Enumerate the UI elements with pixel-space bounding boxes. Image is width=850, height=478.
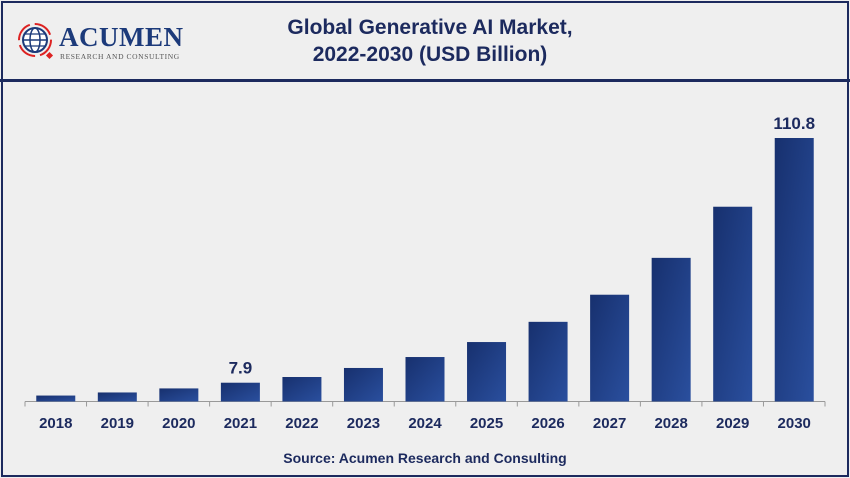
x-tick-label: 2030 — [778, 415, 811, 432]
bar-2029 — [713, 206, 753, 402]
bar-2018 — [36, 395, 76, 402]
x-tick-label: 2019 — [101, 415, 134, 432]
x-tick-label: 2025 — [470, 415, 503, 432]
chart-title-line-2: 2022-2030 (USD Billion) — [312, 43, 548, 66]
x-tick-label: 2029 — [716, 415, 749, 432]
bar-2021 — [220, 382, 260, 402]
bar-2025 — [467, 342, 507, 402]
bar-2030 — [774, 138, 814, 402]
bar-2027 — [590, 294, 630, 402]
x-tick-label: 2023 — [347, 415, 380, 432]
bar-2022 — [282, 377, 322, 402]
globe-icon — [18, 23, 54, 60]
x-tick-label: 2020 — [162, 415, 195, 432]
header-divider — [0, 79, 850, 82]
acumen-logo: ACUMEN RESEARCH AND CONSULTING — [16, 20, 186, 61]
data-label-2030: 110.8 — [773, 114, 815, 133]
bar-2028 — [651, 257, 691, 402]
x-tick-label: 2028 — [654, 415, 687, 432]
bar-2024 — [405, 357, 445, 402]
chart-source: Source: Acumen Research and Consulting — [283, 450, 567, 466]
logo-brand: ACUMEN — [59, 22, 184, 52]
data-label-2021: 7.9 — [229, 359, 253, 378]
x-tick-label: 2024 — [408, 415, 442, 432]
x-tick-label: 2027 — [593, 415, 626, 432]
bar-2019 — [97, 392, 137, 402]
bar-2026 — [528, 321, 568, 402]
logo-tagline: RESEARCH AND CONSULTING — [60, 52, 180, 61]
x-tick-label: 2026 — [531, 415, 564, 432]
x-tick-label: 2018 — [39, 415, 72, 432]
x-tick-label: 2022 — [285, 415, 318, 432]
x-tick-label: 2021 — [224, 415, 257, 432]
bar-2023 — [343, 367, 383, 402]
chart-title-line-1: Global Generative AI Market, — [287, 16, 573, 39]
chart-title: Global Generative AI Market, 2022-2030 (… — [220, 14, 640, 68]
bar-2020 — [159, 388, 199, 402]
